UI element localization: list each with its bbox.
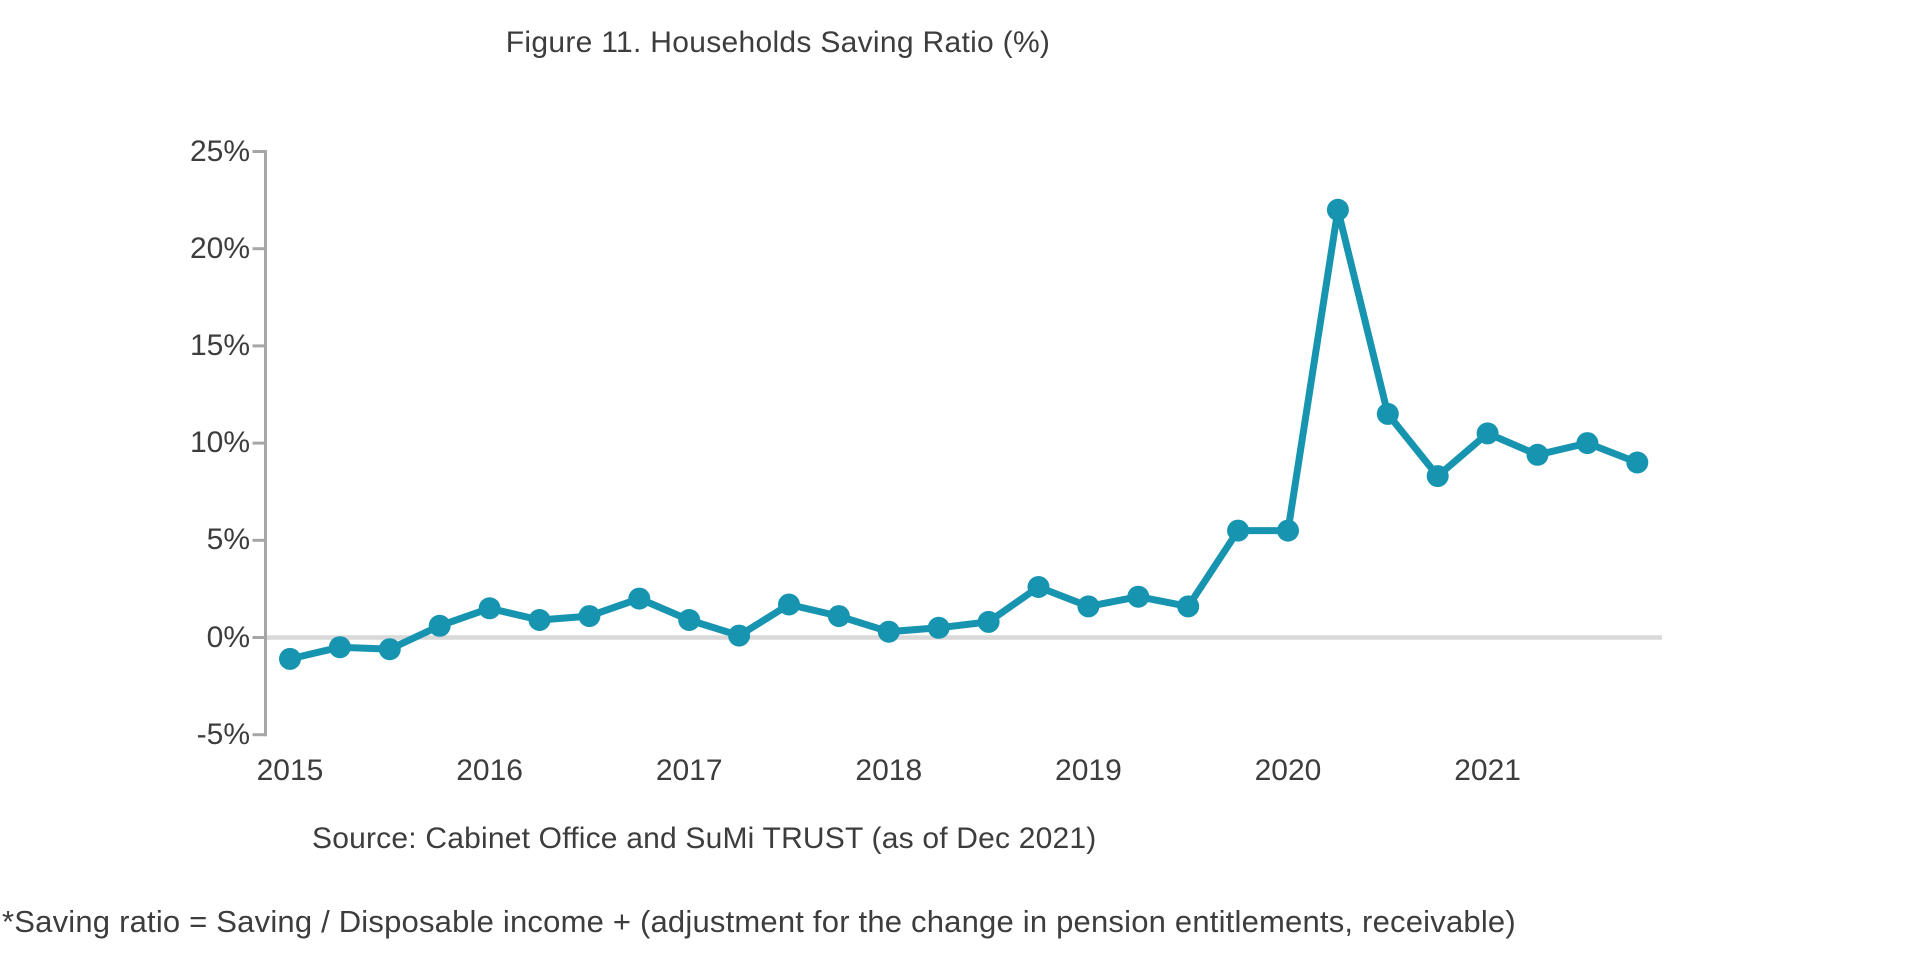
data-point-marker (628, 587, 651, 610)
data-point-marker (927, 616, 950, 639)
data-point-marker (977, 610, 1000, 633)
saving-ratio-line-series (286, 206, 1641, 663)
x-axis-tick-label: 2015 (256, 754, 324, 787)
y-axis-tick-label: -5% (196, 717, 250, 751)
data-point-marker (1476, 422, 1499, 445)
data-point-marker (1526, 443, 1549, 466)
x-axis-tick-label: 2016 (456, 754, 523, 787)
y-axis-tick-label: 20% (189, 231, 250, 265)
x-axis-tick-label: 2019 (1055, 754, 1122, 787)
data-point-marker (877, 620, 900, 643)
data-point-marker (1077, 595, 1100, 618)
chart-title: Figure 11. Households Saving Ratio (%) (505, 26, 1051, 59)
y-axis-tick-label: 25% (189, 134, 250, 168)
data-point-marker (1626, 451, 1649, 474)
x-axis-tick-labels: 2015 2016 2017 2018 2019 2020 2021 (0, 750, 1920, 792)
data-point-marker (1326, 198, 1349, 221)
data-point-marker (678, 609, 701, 631)
data-point-marker (1027, 576, 1050, 598)
data-point-marker (827, 605, 850, 628)
data-point-marker (778, 593, 800, 616)
data-point-marker (1177, 595, 1200, 618)
y-axis-tick-label: 10% (189, 426, 250, 460)
data-point-marker (528, 609, 551, 631)
x-axis-tick-label: 2020 (1254, 754, 1322, 787)
y-axis-tick-label: 5% (206, 523, 250, 557)
data-point-marker (279, 647, 301, 670)
saving-ratio-footnote: *Saving ratio = Saving / Disposable inco… (2, 904, 1516, 939)
data-point-marker (478, 597, 501, 620)
data-point-marker (728, 624, 751, 647)
data-point-marker (1277, 519, 1299, 542)
x-axis-tick-label: 2021 (1454, 754, 1521, 787)
data-point-marker (1127, 585, 1150, 608)
data-point-marker (1426, 465, 1449, 488)
x-axis-tick-label: 2018 (855, 754, 923, 787)
y-axis-tick-label: 15% (189, 328, 250, 362)
source-caption: Source: Cabinet Office and SuMi TRUST (a… (312, 822, 1097, 855)
data-point-marker (1227, 519, 1250, 542)
data-point-marker (1576, 432, 1599, 455)
data-point-marker (1376, 402, 1399, 425)
x-axis-tick-label: 2017 (655, 754, 723, 787)
data-point-marker (578, 605, 601, 628)
data-point-marker (328, 636, 351, 659)
data-point-marker (428, 614, 451, 637)
y-axis-tick-labels: 25% 20% 15% 10% 5% 0% -5% (0, 0, 250, 760)
y-axis-tick-label: 0% (206, 620, 250, 654)
data-point-marker (378, 638, 401, 661)
